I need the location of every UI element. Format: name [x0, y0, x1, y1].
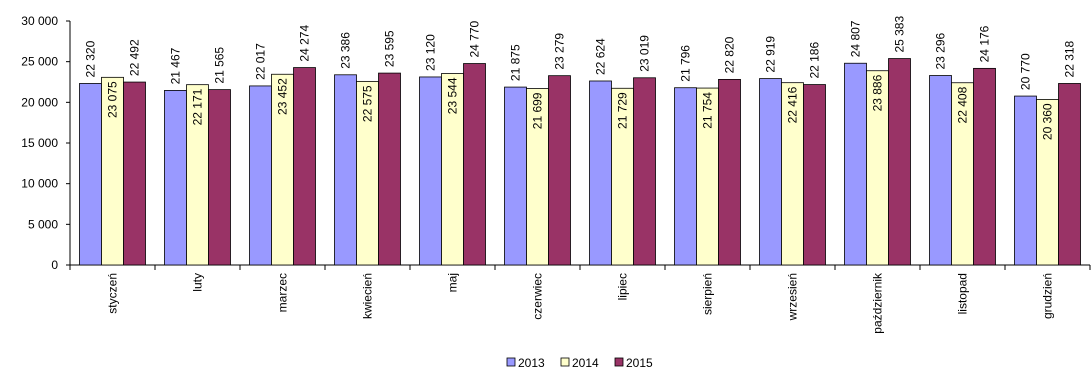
data-label: 24 274 [298, 25, 312, 62]
data-label: 21 875 [509, 44, 523, 81]
y-tick-label: 30 000 [21, 14, 58, 28]
bar-2013 [250, 86, 272, 265]
data-label: 22 919 [764, 36, 778, 73]
bar-2015 [549, 76, 571, 265]
data-label: 22 186 [808, 42, 822, 79]
legend-label: 2015 [626, 356, 653, 370]
data-label: 22 171 [191, 88, 205, 125]
x-tick-label: lipiec [616, 273, 630, 300]
bar-2015 [294, 68, 316, 265]
data-label: 23 120 [424, 34, 438, 71]
bar-2013 [505, 87, 527, 265]
y-tick-label: 10 000 [21, 177, 58, 191]
data-label: 21 467 [169, 47, 183, 84]
legend-swatch-2015 [615, 358, 623, 366]
bar-2015 [719, 79, 741, 265]
legend-swatch-2014 [561, 358, 569, 366]
data-label: 22 575 [361, 85, 375, 122]
x-tick-label: kwiecień [361, 273, 375, 319]
bar-2015 [804, 85, 826, 265]
data-label: 23 452 [276, 78, 290, 115]
bar-2013 [1015, 96, 1037, 265]
data-label: 22 820 [723, 36, 737, 73]
data-label: 21 796 [679, 45, 693, 82]
bar-2013 [760, 79, 782, 265]
bar-2015 [379, 73, 401, 265]
data-label: 20 360 [1041, 103, 1055, 140]
data-label: 21 754 [701, 92, 715, 129]
bar-2013 [590, 81, 612, 265]
data-label: 23 544 [446, 77, 460, 114]
data-label: 23 386 [339, 32, 353, 69]
data-label: 23 296 [934, 32, 948, 69]
bars [80, 59, 1081, 265]
data-label: 24 807 [849, 20, 863, 57]
data-label: 25 383 [893, 16, 907, 53]
legend-swatch-2013 [507, 358, 515, 366]
data-label: 23 075 [106, 81, 120, 118]
x-tick-label: maj [446, 273, 460, 292]
bar-2013 [335, 75, 357, 265]
data-label: 22 408 [956, 86, 970, 123]
legend-label: 2013 [518, 356, 545, 370]
x-tick-label: czerwiec [531, 273, 545, 320]
data-label: 22 624 [594, 38, 608, 75]
bar-2015 [124, 82, 146, 265]
data-label: 24 770 [468, 21, 482, 58]
bar-2013 [930, 76, 952, 265]
y-tick-label: 5 000 [28, 217, 58, 231]
data-label: 22 320 [84, 40, 98, 77]
bar-2013 [80, 83, 102, 265]
data-label: 20 770 [1019, 53, 1033, 90]
bar-2015 [209, 90, 231, 265]
legend-label: 2014 [572, 356, 599, 370]
data-label: 21 699 [531, 92, 545, 129]
x-tick-label: wrzesień [786, 273, 800, 321]
bar-2013 [845, 63, 867, 265]
data-labels: 22 320 21 467 22 017 23 386 23 120 21 875 22 6… [84, 16, 1077, 141]
data-label: 21 565 [213, 47, 227, 84]
y-axis: 0 5 000 10 000 15 000 20 000 25 000 30 000 [21, 14, 70, 272]
bar-2013 [420, 77, 442, 265]
y-tick-label: 25 000 [21, 55, 58, 69]
data-label: 21 729 [616, 92, 630, 129]
x-axis: styczeń luty marzec kwiecień maj czerwiec lipi… [70, 265, 1090, 334]
bar-2015 [634, 78, 656, 265]
bar-2015 [974, 68, 996, 265]
data-label: 23 886 [871, 74, 885, 111]
y-tick-label: 20 000 [21, 95, 58, 109]
data-label: 23 019 [638, 35, 652, 72]
data-label: 24 176 [978, 25, 992, 62]
data-label: 22 318 [1063, 40, 1077, 77]
legend: 2013 2014 2015 [507, 356, 653, 370]
bar-2015 [1059, 83, 1081, 265]
x-tick-label: grudzień [1041, 273, 1055, 319]
x-tick-label: styczeń [106, 273, 120, 314]
x-tick-label: luty [191, 273, 205, 292]
data-label: 22 416 [786, 86, 800, 123]
x-tick-label: listopad [956, 273, 970, 314]
data-label: 22 017 [254, 43, 268, 80]
bar-2015 [464, 64, 486, 265]
x-tick-label: październik [871, 272, 885, 334]
y-tick-label: 15 000 [21, 136, 58, 150]
x-tick-label: marzec [276, 273, 290, 312]
bar-2013 [165, 90, 187, 265]
bar-2013 [675, 88, 697, 265]
x-tick-label: sierpień [701, 273, 715, 315]
bar-2015 [889, 59, 911, 265]
data-label: 22 492 [128, 39, 142, 76]
y-tick-label: 0 [51, 258, 58, 272]
data-label: 23 595 [383, 30, 397, 67]
data-label: 23 279 [553, 33, 567, 70]
